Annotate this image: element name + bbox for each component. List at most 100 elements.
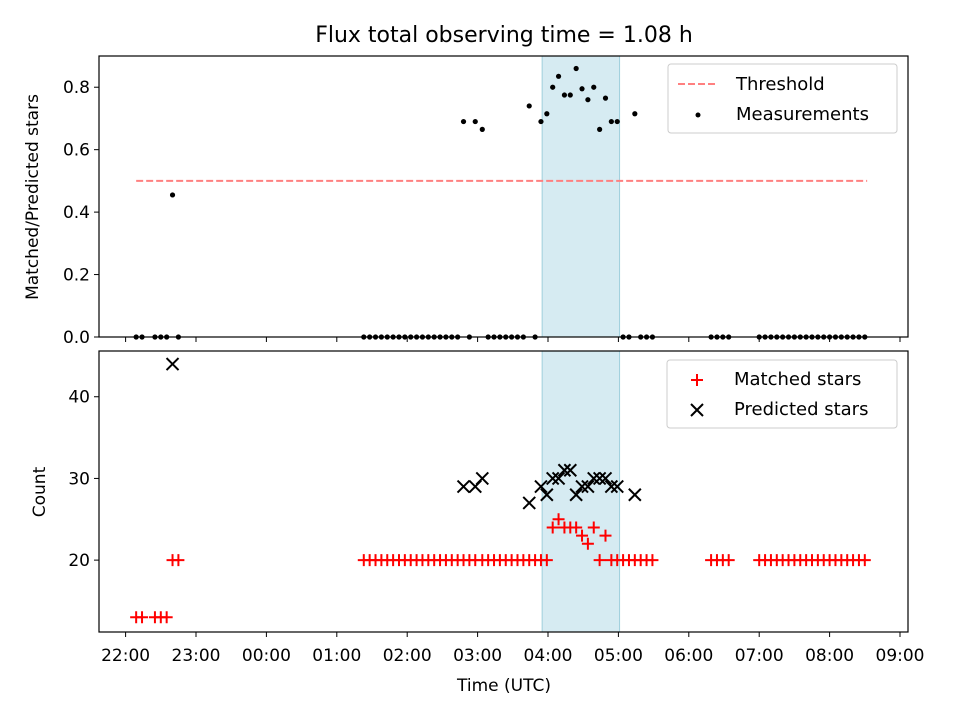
matched-stars-point (540, 554, 553, 567)
top-axes-frame (98, 55, 909, 338)
top-y-axis-label: Matched/Predicted stars (23, 94, 43, 300)
matched-stars-point (593, 554, 606, 567)
bottom-plot-marks (130, 357, 871, 624)
matched-stars-point (722, 554, 735, 567)
predicted-stars-point (551, 471, 566, 486)
top-highlight-span (542, 56, 620, 337)
matched-stars-point (136, 611, 149, 624)
measurement-point (608, 118, 614, 125)
legend-threshold-label: Threshold (735, 74, 825, 95)
measurement-point (561, 92, 568, 98)
matched-stars-point (172, 554, 185, 567)
measurement-point (573, 65, 579, 72)
predicted-stars-point (575, 479, 589, 494)
x-tick-label: 22:00 (101, 646, 150, 666)
legend-predicted-swatch (690, 403, 704, 417)
legend-measurements-label: Measurements (736, 104, 869, 125)
matched-stars-point (570, 521, 583, 534)
measurement-point (591, 84, 597, 90)
bottom-y-tick-label: 30 (68, 469, 90, 489)
measurement-point (585, 97, 591, 103)
top-y-tick-label: 0.0 (63, 328, 90, 348)
measurement-point (544, 111, 550, 117)
top-y-tick-label: 0.2 (63, 266, 90, 286)
measurement-point (555, 73, 562, 79)
measurement-point (579, 86, 585, 92)
measurement-point (567, 92, 573, 98)
top-y-tick-label: 0.8 (63, 78, 90, 98)
matched-stars-point (858, 554, 871, 567)
measurement-point (602, 95, 609, 101)
predicted-stars-point (628, 488, 642, 502)
bottom-highlight-span (542, 351, 620, 632)
x-axis-label: Time (UTC) (456, 676, 551, 696)
bottom-y-axis-label: Count (30, 466, 50, 517)
matched-stars-point (160, 611, 173, 624)
predicted-stars-point (534, 479, 548, 494)
top-y-ticks: 0.0 0.2 0.4 0.6 0.8 (63, 56, 621, 348)
x-tick-label: 09:00 (876, 646, 925, 666)
measurement-point (479, 126, 485, 132)
x-tick-label: 04:00 (524, 646, 573, 666)
predicted-stars-point (456, 479, 471, 494)
x-tick-label: 03:00 (453, 646, 502, 666)
bottom-y-tick-label: 20 (68, 551, 90, 571)
x-tick-label: 08:00 (805, 646, 854, 666)
predicted-stars-point (165, 357, 180, 371)
predicted-stars-point (610, 479, 624, 494)
predicted-stars-point (592, 471, 607, 486)
bottom-y-ticks: 20 30 40 (68, 351, 621, 632)
top-panel: 0.00.20.40.60.8 Matched/Predicted stars … (23, 55, 909, 348)
matched-stars-point (576, 529, 589, 542)
measurement-point (597, 126, 603, 132)
bottom-legend: Matched stars Predicted stars (666, 359, 898, 429)
legend-measurements-swatch (695, 112, 701, 118)
x-tick-label: 00:00 (242, 646, 291, 666)
matched-stars-point (552, 513, 565, 526)
x-tick-label: 06:00 (664, 646, 713, 666)
bottom-axes-frame (98, 350, 909, 633)
bottom-panel: 20 30 40 22:00 23:00 00:00 01:00 02:00 03:00 04:… (30, 350, 925, 696)
measurement-point (169, 192, 176, 198)
predicted-stars-point (604, 479, 619, 494)
bottom-x-ticks: 22:00 23:00 00:00 01:00 02:00 03:00 04:00 05:00… (101, 632, 925, 666)
predicted-stars-point (598, 471, 613, 486)
top-y-tick-label: 0.4 (63, 203, 90, 223)
matched-stars-point (646, 554, 659, 567)
x-tick-label: 07:00 (735, 646, 784, 666)
top-legend-box (667, 63, 898, 134)
legend-predicted-label: Predicted stars (734, 399, 868, 420)
predicted-stars-point (587, 471, 601, 486)
measurement-point (614, 118, 620, 125)
predicted-stars-point (569, 488, 583, 502)
measurement-point (538, 118, 544, 125)
bottom-legend-box (666, 359, 898, 429)
predicted-stars-point (581, 479, 595, 494)
top-y-tick-label: 0.6 (63, 141, 90, 161)
predicted-stars-point (545, 471, 560, 486)
measurement-point (632, 111, 638, 117)
matched-stars-point (581, 537, 594, 550)
predicted-stars-point (563, 463, 578, 477)
matched-stars-point (599, 529, 612, 542)
legend-matched-label: Matched stars (734, 369, 861, 390)
predicted-stars-point (557, 463, 572, 477)
x-tick-label: 23:00 (172, 646, 221, 666)
matched-stars-point (546, 521, 559, 534)
x-tick-label: 05:00 (594, 646, 643, 666)
bottom-y-tick-label: 40 (68, 388, 90, 408)
matched-stars-point (587, 521, 600, 534)
x-tick-label: 01:00 (312, 646, 361, 666)
legend-matched-swatch (691, 374, 703, 386)
chart-title: Flux total observing time = 1.08 h (315, 23, 693, 48)
measurement-point (460, 118, 467, 125)
predicted-stars-point (475, 471, 490, 486)
measurement-point (472, 118, 478, 125)
measurement-point (526, 103, 532, 109)
top-legend: Threshold Measurements (667, 63, 898, 134)
measurement-point (550, 84, 556, 90)
predicted-stars-point (540, 488, 554, 502)
x-tick-label: 02:00 (383, 646, 432, 666)
predicted-stars-point (522, 496, 536, 510)
